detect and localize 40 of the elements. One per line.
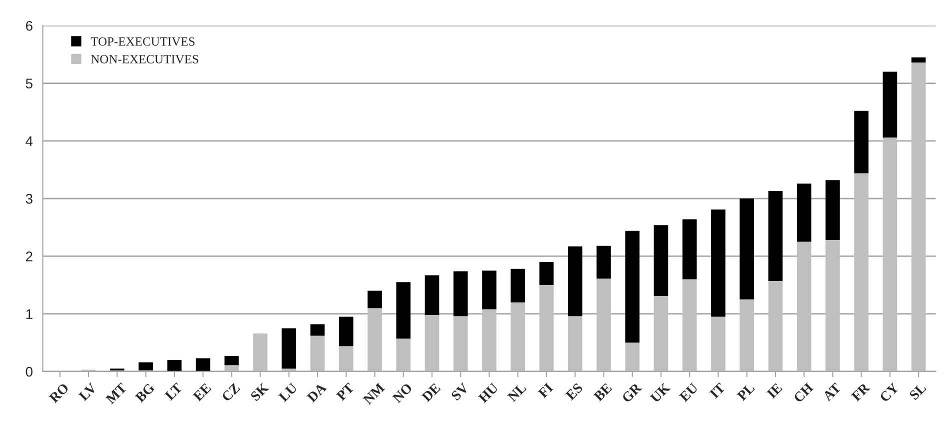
x-tick-label: EU <box>678 382 699 402</box>
x-tick-label: DA <box>306 382 327 403</box>
x-tick-label: ES <box>565 382 584 401</box>
y-tick-label: 6 <box>26 20 32 31</box>
x-tick-label: DE <box>421 382 441 402</box>
x-tick-label: RO <box>48 382 70 404</box>
x-tick-label: LU <box>278 382 298 402</box>
x-tick-label: PL <box>736 382 756 402</box>
y-tick-label: 3 <box>26 194 32 204</box>
x-tick-label: LT <box>164 382 183 401</box>
x-tick-label: BG <box>134 382 156 403</box>
x-tick-label: GR <box>621 382 642 404</box>
x-tick-label: PT <box>336 382 355 402</box>
x-tick-label: IE <box>766 382 783 399</box>
y-tick-label: 0 <box>26 366 32 377</box>
legend-label: TOP-EXECUTIVES <box>90 37 194 46</box>
y-tick-label: 5 <box>26 78 32 88</box>
x-tick-label: IT <box>709 382 726 399</box>
x-tick-label: LV <box>78 382 98 402</box>
x-tick-label: NL <box>507 382 527 402</box>
x-tick-label: MT <box>105 382 128 404</box>
x-tick-label: CZ <box>221 382 240 402</box>
x-tick-label: NO <box>392 382 413 404</box>
x-tick-label: SV <box>450 382 470 401</box>
x-tick-label: AT <box>822 382 842 402</box>
y-tick-label: 2 <box>26 252 32 262</box>
x-tick-label: SK <box>250 382 270 402</box>
x-tick-label: CH <box>793 382 814 404</box>
y-tick-label: 1 <box>26 309 32 319</box>
x-tick-label: NM <box>362 382 386 405</box>
x-tick-label: BE <box>593 382 612 402</box>
x-tick-label: UK <box>650 382 671 404</box>
y-tick-label: 4 <box>26 136 33 146</box>
x-tick-label: SL <box>908 382 927 400</box>
x-tick-label: FR <box>850 382 870 402</box>
x-tick-label: CY <box>879 382 900 403</box>
x-tick-label: FI <box>538 382 554 398</box>
x-tick-label: HU <box>478 382 499 404</box>
legend-label: NON-EXECUTIVES <box>90 55 198 64</box>
x-tick-label: EE <box>192 382 212 402</box>
